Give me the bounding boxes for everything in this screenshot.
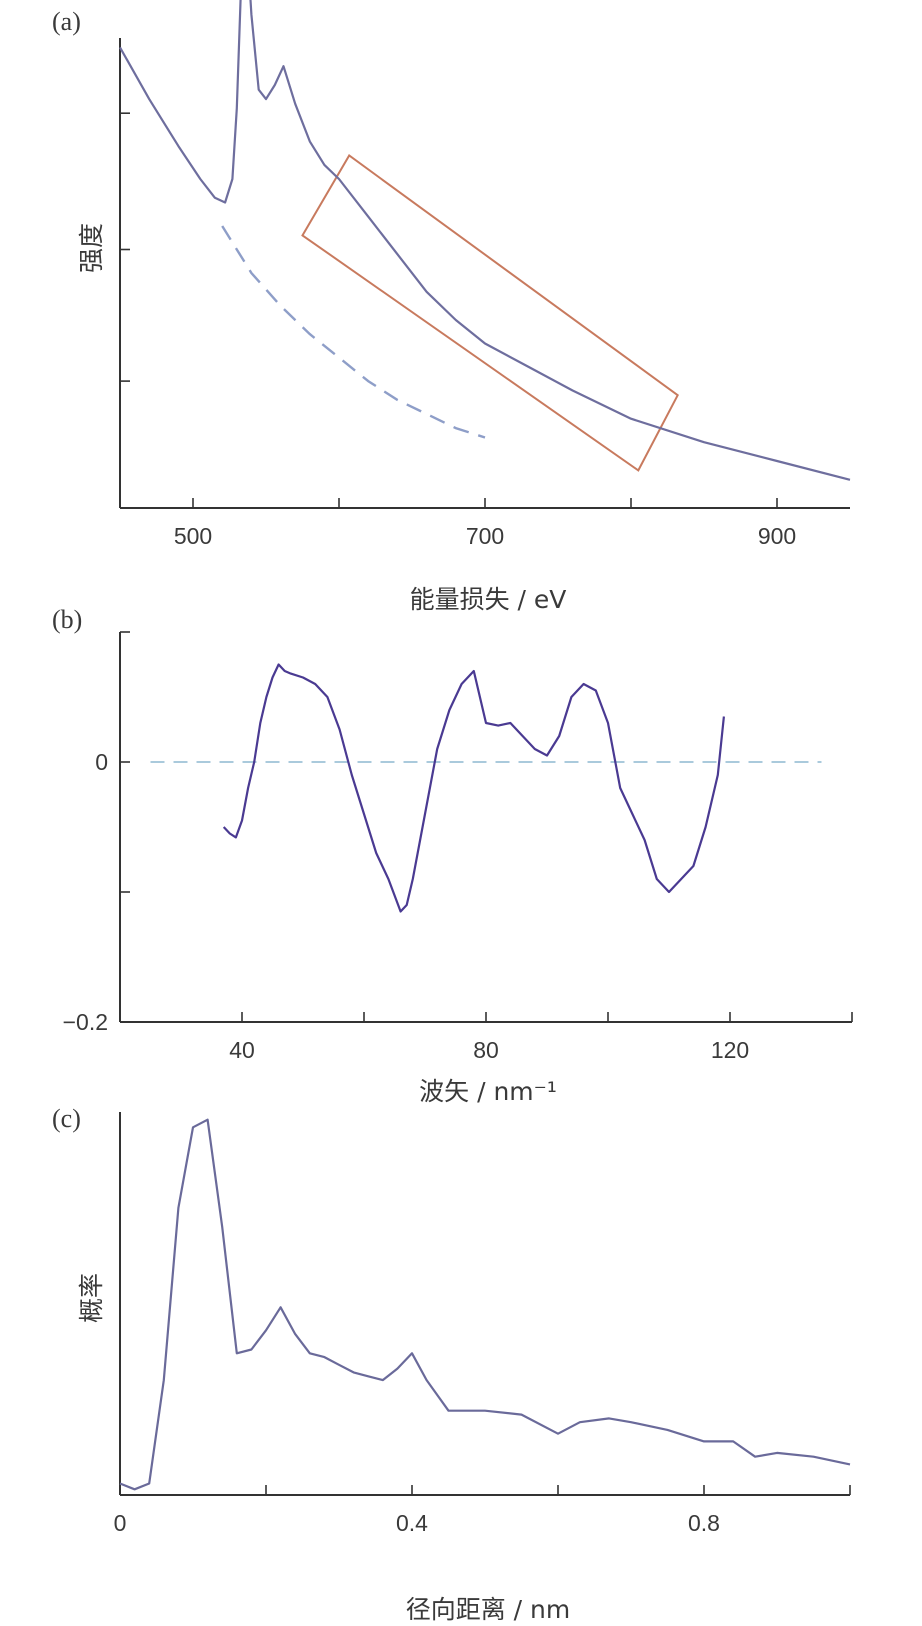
x-tick-label: 0.4 xyxy=(396,1510,428,1536)
x-tick-label: 40 xyxy=(229,1037,255,1063)
panel-c-label: (c) xyxy=(52,1104,81,1133)
x-tick-label: 0 xyxy=(114,1510,127,1536)
x-tick-label: 120 xyxy=(711,1037,749,1063)
background-fit-curve xyxy=(221,225,486,439)
data-series-line xyxy=(119,0,851,481)
panel-a-ylabel: 强度 xyxy=(77,223,106,273)
y-tick-label: −0.2 xyxy=(63,1009,108,1035)
panel-a-xlabel: 能量损失 / eV xyxy=(410,585,567,614)
panel-b-xlabel: 波矢 / nm⁻¹ xyxy=(419,1077,557,1106)
data-series-line xyxy=(222,663,725,913)
highlight-box xyxy=(301,154,679,472)
x-tick-label: 500 xyxy=(174,523,212,549)
panel-c-xlabel: 径向距离 / nm xyxy=(406,1595,571,1624)
panel-a: (a) 能量损失 / eV 强度 500 700 900 xyxy=(52,0,851,614)
x-tick-label: 0.8 xyxy=(688,1510,720,1536)
data-series-line xyxy=(119,1118,851,1491)
panel-b-label: (b) xyxy=(52,605,82,634)
y-tick-label: 0 xyxy=(95,749,108,775)
panel-a-label: (a) xyxy=(52,7,81,36)
panel-c: (c) 径向距离 / nm 概率 0 0.4 0.8 xyxy=(52,1104,851,1624)
x-tick-label: 700 xyxy=(466,523,504,549)
x-tick-label: 900 xyxy=(758,523,796,549)
panel-c-ylabel: 概率 xyxy=(77,1273,106,1323)
panel-b: (b) 波矢 / nm⁻¹ 40 80 120 0 −0.2 xyxy=(52,605,853,1106)
x-tick-label: 80 xyxy=(473,1037,499,1063)
